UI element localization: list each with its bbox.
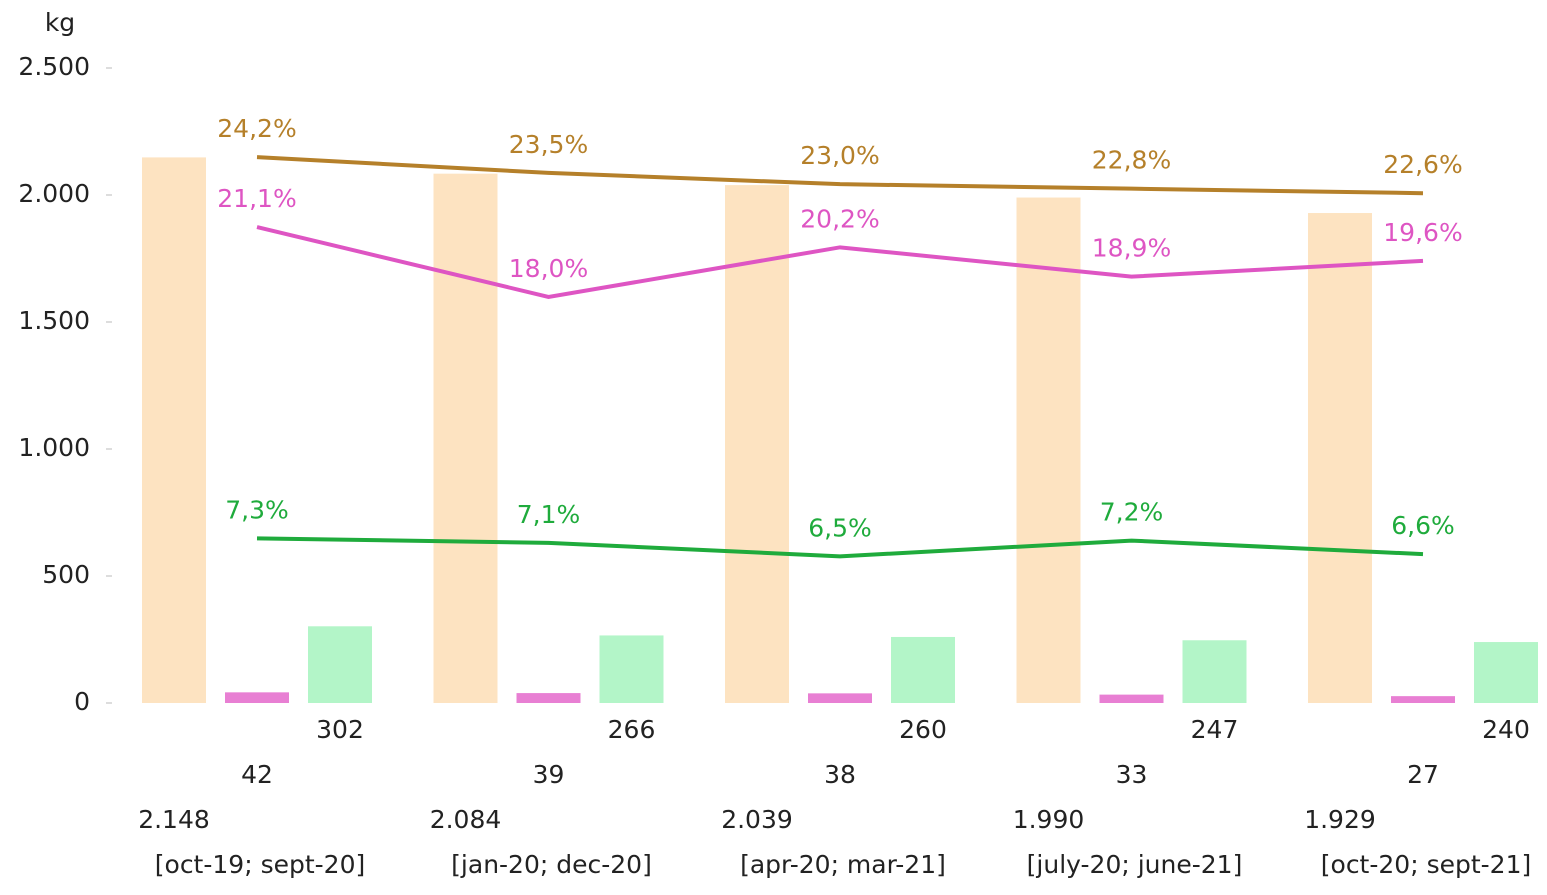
y-tick-label: 2.500 [18,52,90,81]
y-tick-label: 1.000 [18,433,90,462]
line-value-label: 7,1% [517,500,581,529]
bar-value-label: 266 [608,715,656,744]
line-value-label: 7,2% [1100,498,1164,527]
line-value-label: 23,5% [509,130,588,159]
line-value-label: 20,2% [800,204,879,233]
bar [433,173,498,703]
bar [1099,694,1164,703]
bar [891,636,955,703]
y-tick-label: 2.000 [18,179,90,208]
bar [1016,197,1081,704]
bar [808,693,872,703]
bar-value-label: 302 [316,715,364,744]
bar-value-label: 2.148 [138,805,210,834]
y-tick-label: 1.500 [18,306,90,335]
line-value-label: 23,0% [800,141,879,170]
x-tick-label: [apr-20; mar-21] [740,850,946,879]
bar [1391,696,1455,703]
line-value-label: 6,6% [1391,511,1455,540]
line [256,155,1424,196]
bar-value-label: 27 [1407,760,1439,789]
bar-value-label: 1.990 [1013,805,1085,834]
y-axis-label: kg [45,8,75,37]
line-value-label: 22,8% [1092,146,1171,175]
bar [599,635,664,703]
bar-value-label: 240 [1482,715,1530,744]
bar-value-label: 42 [241,760,273,789]
line-value-label: 21,1% [217,184,296,213]
line-value-label: 22,6% [1383,150,1462,179]
line [256,225,1424,300]
bar [142,157,206,703]
bar-value-label: 247 [1191,715,1239,744]
x-tick-label: [jan-20; dec-20] [451,850,652,879]
bar-value-label: 260 [899,715,947,744]
y-tick-label: 500 [42,560,90,589]
bar-value-label: 39 [533,760,565,789]
line-value-label: 7,3% [225,495,289,524]
x-tick-label: [july-20; june-21] [1027,850,1243,879]
bar-value-label: 38 [824,760,856,789]
bar-value-label: 1.929 [1304,805,1376,834]
bar [225,692,289,703]
line-value-label: 24,2% [217,114,296,143]
bar [308,626,372,703]
bar-value-label: 2.084 [430,805,502,834]
line-value-label: 18,9% [1092,234,1171,263]
y-tick-label: 0 [74,687,90,716]
bar [725,185,789,703]
x-tick-label: [oct-19; sept-20] [155,850,365,879]
x-tick-label: [oct-20; sept-21] [1321,850,1531,879]
bar-value-label: 2.039 [721,805,793,834]
line-value-label: 18,0% [509,254,588,283]
bar [1474,642,1538,703]
bar [516,693,581,703]
line-value-label: 19,6% [1383,218,1462,247]
line-value-label: 6,5% [808,513,872,542]
bar [1308,213,1372,703]
bar-value-label: 33 [1116,760,1148,789]
bar [1182,640,1247,703]
line [256,536,1424,559]
